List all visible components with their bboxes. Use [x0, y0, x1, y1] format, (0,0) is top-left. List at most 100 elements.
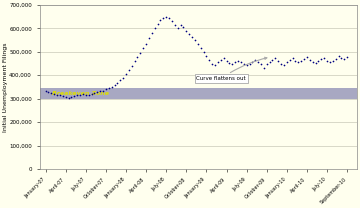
Point: [344, 55, 350, 59]
Point: [178, 24, 184, 27]
Bar: [40, 88, 357, 99]
Point: [63, 95, 68, 99]
Point: [261, 66, 267, 69]
Point: [129, 64, 135, 68]
Point: [336, 55, 341, 58]
Point: [169, 20, 175, 23]
Point: [192, 39, 198, 42]
Point: [163, 15, 169, 19]
Point: [68, 95, 74, 99]
Point: [226, 61, 232, 65]
Point: [89, 92, 94, 95]
Point: [301, 57, 307, 61]
Point: [275, 59, 281, 63]
Point: [161, 16, 166, 19]
Point: [215, 61, 221, 64]
Point: [126, 68, 132, 72]
Point: [221, 57, 226, 60]
Point: [313, 61, 319, 65]
Point: [146, 36, 152, 40]
Point: [132, 59, 138, 63]
Point: [203, 55, 209, 58]
Point: [290, 57, 296, 60]
Point: [284, 61, 290, 64]
Point: [140, 47, 146, 50]
Point: [273, 57, 278, 60]
Point: [189, 36, 195, 39]
Point: [49, 91, 54, 94]
Point: [281, 63, 287, 66]
Point: [152, 27, 158, 30]
Point: [235, 59, 241, 62]
Point: [267, 60, 273, 63]
Point: [195, 43, 201, 46]
Text: Curve flattens out: Curve flattens out: [196, 57, 267, 81]
Point: [112, 83, 117, 86]
Point: [324, 59, 330, 63]
Point: [114, 81, 120, 84]
Point: [66, 96, 71, 99]
Point: [252, 58, 258, 62]
Point: [80, 92, 86, 96]
Point: [244, 64, 249, 67]
Text: Breakeven Zone: Breakeven Zone: [51, 91, 109, 96]
Point: [117, 79, 123, 82]
Point: [229, 62, 235, 66]
Point: [341, 58, 347, 61]
Point: [304, 55, 310, 59]
Point: [232, 60, 238, 63]
Point: [321, 56, 327, 59]
Point: [258, 62, 264, 66]
Point: [120, 76, 126, 79]
Y-axis label: Initial Unemployment Filings: Initial Unemployment Filings: [3, 42, 8, 132]
Point: [43, 89, 49, 92]
Point: [149, 31, 155, 35]
Point: [238, 61, 244, 64]
Point: [74, 94, 80, 97]
Point: [201, 51, 206, 54]
Point: [296, 61, 301, 64]
Point: [106, 87, 112, 90]
Point: [278, 62, 284, 65]
Point: [97, 90, 103, 93]
Point: [241, 62, 247, 66]
Point: [83, 94, 89, 97]
Point: [247, 62, 252, 65]
Point: [338, 56, 344, 59]
Point: [249, 60, 255, 63]
Point: [123, 72, 129, 76]
Point: [60, 94, 66, 98]
Point: [91, 91, 97, 94]
Point: [94, 90, 100, 94]
Point: [138, 51, 143, 54]
Point: [77, 93, 83, 96]
Point: [103, 88, 109, 91]
Point: [206, 58, 212, 62]
Point: [218, 58, 224, 62]
Point: [255, 61, 261, 64]
Point: [293, 59, 298, 63]
Point: [135, 55, 140, 59]
Point: [109, 85, 114, 88]
Point: [327, 61, 333, 64]
Point: [287, 58, 293, 62]
Point: [298, 59, 304, 62]
Point: [143, 42, 149, 45]
Point: [155, 22, 161, 25]
Point: [172, 23, 178, 26]
Point: [264, 62, 270, 66]
Point: [158, 18, 163, 22]
Point: [316, 59, 321, 63]
Point: [198, 47, 203, 50]
Point: [333, 57, 338, 61]
Point: [46, 90, 51, 93]
Point: [184, 29, 189, 32]
Point: [224, 59, 229, 62]
Point: [186, 32, 192, 36]
Point: [175, 26, 181, 30]
Point: [86, 93, 91, 96]
Point: [51, 92, 57, 95]
Point: [71, 94, 77, 98]
Point: [212, 64, 218, 67]
Point: [310, 60, 316, 63]
